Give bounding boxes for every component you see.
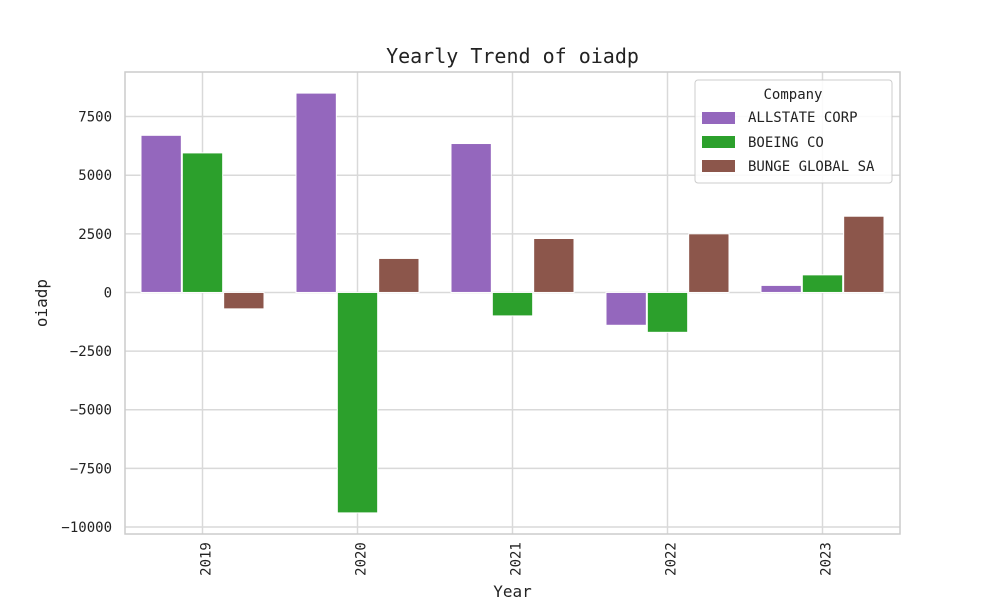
- bar-bunge-global-sa-2019: [223, 291, 265, 310]
- legend-swatch-bunge: [702, 160, 735, 172]
- legend-label-allstate: ALLSTATE CORP: [748, 110, 858, 126]
- bar-bunge-global-sa-2023: [843, 215, 885, 293]
- bar-boeing-co-2021: [491, 291, 534, 317]
- legend-label-boeing: BOEING CO: [748, 135, 824, 151]
- y-tick-label: 2500: [78, 227, 112, 243]
- y-tick-label: −5000: [70, 403, 112, 419]
- y-tick-label: 7500: [78, 110, 112, 126]
- bar-bunge-global-sa-2022: [688, 233, 730, 293]
- bar-bunge-global-sa-2020: [378, 257, 420, 293]
- y-axis-label: oiadp: [32, 279, 51, 327]
- bar-boeing-co-2020: [336, 291, 379, 514]
- bar-allstate-corp-2022: [605, 291, 647, 326]
- y-tick-label: −2500: [70, 344, 112, 360]
- x-tick-label: 2021: [509, 542, 525, 576]
- x-tick-label: 2022: [664, 542, 680, 576]
- y-tick-label: 5000: [78, 168, 112, 184]
- legend-label-bunge: BUNGE GLOBAL SA: [748, 159, 875, 175]
- y-tick-label: −7500: [70, 461, 112, 477]
- chart-title: Yearly Trend of oiadp: [386, 44, 639, 68]
- y-tick-label: −10000: [61, 520, 112, 536]
- bars: [140, 92, 885, 514]
- bar-allstate-corp-2023: [760, 284, 802, 293]
- legend-swatch-boeing: [702, 136, 735, 148]
- bar-boeing-co-2023: [801, 274, 844, 293]
- legend-box: [694, 79, 893, 184]
- legend: Company ALLSTATE CORP BOEING CO BUNGE GL…: [694, 79, 893, 184]
- bar-boeing-co-2022: [646, 291, 689, 333]
- plot-frame: [124, 71, 901, 535]
- y-tick-label: 0: [104, 285, 112, 301]
- bar-boeing-co-2019: [181, 152, 224, 293]
- bar-allstate-corp-2021: [450, 143, 492, 293]
- x-tick-label: 2020: [354, 542, 370, 576]
- legend-title: Company: [763, 87, 822, 103]
- legend-swatch-allstate: [702, 112, 735, 124]
- x-tick-label: 2023: [819, 542, 835, 576]
- x-tick-labels: 2019 2020 2021 2022 2023: [199, 542, 835, 576]
- bar-allstate-corp-2020: [295, 92, 337, 293]
- x-tick-label: 2019: [199, 542, 215, 576]
- bar-allstate-corp-2019: [140, 134, 182, 293]
- y-tick-labels: −10000 −7500 −5000 −2500 0 2500 5000 7500: [61, 110, 112, 536]
- x-axis-label: Year: [493, 582, 532, 600]
- bar-bunge-global-sa-2021: [533, 238, 575, 293]
